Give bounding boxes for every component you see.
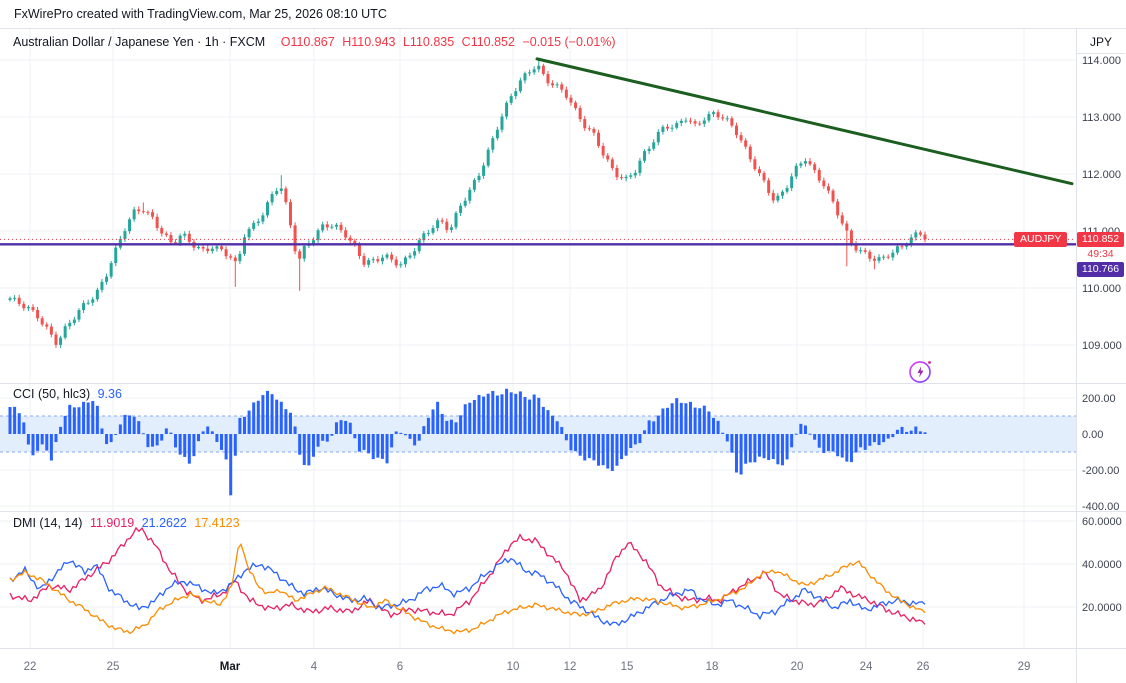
svg-text:25: 25: [107, 661, 120, 673]
ohlc-low-label: L: [402, 35, 410, 49]
change-value: −0.015 (−0.01%): [522, 35, 616, 49]
svg-text:-200.00: -200.00: [1082, 465, 1119, 477]
svg-text:114.000: 114.000: [1082, 55, 1121, 67]
svg-text:200.00: 200.00: [1082, 393, 1116, 405]
svg-text:Mar: Mar: [220, 661, 241, 673]
svg-text:24: 24: [860, 661, 873, 673]
svg-text:26: 26: [917, 661, 930, 673]
svg-text:18: 18: [706, 661, 719, 673]
svg-text:113.000: 113.000: [1082, 112, 1121, 124]
svg-text:112.000: 112.000: [1082, 169, 1121, 181]
dmi-value-2: 21.2622: [141, 516, 187, 530]
svg-text:60.0000: 60.0000: [1082, 516, 1122, 528]
cci-value: 9.36: [97, 387, 122, 401]
symbol-price-flag: AUDJPY: [1014, 232, 1068, 247]
svg-text:6: 6: [397, 661, 403, 673]
cci-title[interactable]: CCI (50, hlc3): [13, 387, 91, 401]
pane-separators: [0, 28, 1126, 683]
price-axis[interactable]: 114.000113.000112.000111.000110.000109.0…: [1082, 55, 1122, 614]
svg-text:22: 22: [24, 661, 37, 673]
ohlc-high-label: H: [342, 35, 352, 49]
svg-text:20.0000: 20.0000: [1082, 602, 1122, 614]
magic-icon[interactable]: [906, 356, 936, 386]
hline-price-badge[interactable]: 110.766: [1077, 262, 1124, 277]
dmi-value-1: 11.9019: [89, 516, 135, 530]
cci-legend: CCI (50, hlc3) 9.36: [13, 387, 126, 401]
series-pink: [9, 526, 926, 625]
ohlc-close-label: C: [461, 35, 471, 49]
svg-text:12: 12: [564, 661, 577, 673]
dmi-pane[interactable]: [9, 526, 926, 635]
series-orange: [9, 543, 926, 635]
price-axis-unit[interactable]: JPY: [1077, 32, 1125, 54]
main-legend: Australian Dollar / Japanese Yen · 1h · …: [13, 35, 620, 49]
main-pane[interactable]: [8, 57, 927, 348]
dmi-value-3: 17.4123: [194, 516, 240, 530]
ohlc-open-label: O: [280, 35, 291, 49]
dmi-title[interactable]: DMI (14, 14): [13, 516, 83, 530]
bar-countdown: 49:34: [1087, 248, 1114, 260]
ohlc-low-value: 110.835: [409, 35, 455, 49]
credit-bar: FxWirePro created with TradingView.com, …: [0, 0, 1126, 28]
svg-text:10: 10: [507, 661, 520, 673]
svg-text:40.0000: 40.0000: [1082, 559, 1122, 571]
series-blue: [9, 557, 926, 627]
cci-pane[interactable]: [0, 388, 1076, 496]
magic-icon-svg: [909, 359, 933, 383]
credit-text: FxWirePro created with TradingView.com, …: [14, 7, 387, 21]
svg-text:109.000: 109.000: [1082, 340, 1122, 352]
symbol-title[interactable]: Australian Dollar / Japanese Yen · 1h · …: [13, 35, 266, 49]
ohlc-high-value: 110.943: [351, 35, 396, 49]
main-overlays[interactable]: [0, 57, 1076, 246]
svg-text:110.000: 110.000: [1082, 283, 1121, 295]
time-axis[interactable]: 22 25 Mar 4 6 10 12 15 18 20 24 26 29: [24, 661, 1031, 673]
svg-text:0.00: 0.00: [1082, 429, 1103, 441]
svg-text:4: 4: [311, 661, 318, 673]
svg-text:29: 29: [1018, 661, 1031, 673]
svg-text:20: 20: [791, 661, 804, 673]
svg-text:-400.00: -400.00: [1082, 501, 1119, 513]
dmi-legend: DMI (14, 14) 11.9019 21.2622 17.4123: [13, 516, 244, 530]
ohlc-open-value: 110.867: [290, 35, 335, 49]
ohlc-close-value: 110.852: [470, 35, 515, 49]
last-price-badge[interactable]: 110.852: [1077, 232, 1124, 247]
trendline[interactable]: [535, 57, 1074, 186]
svg-text:15: 15: [621, 661, 634, 673]
